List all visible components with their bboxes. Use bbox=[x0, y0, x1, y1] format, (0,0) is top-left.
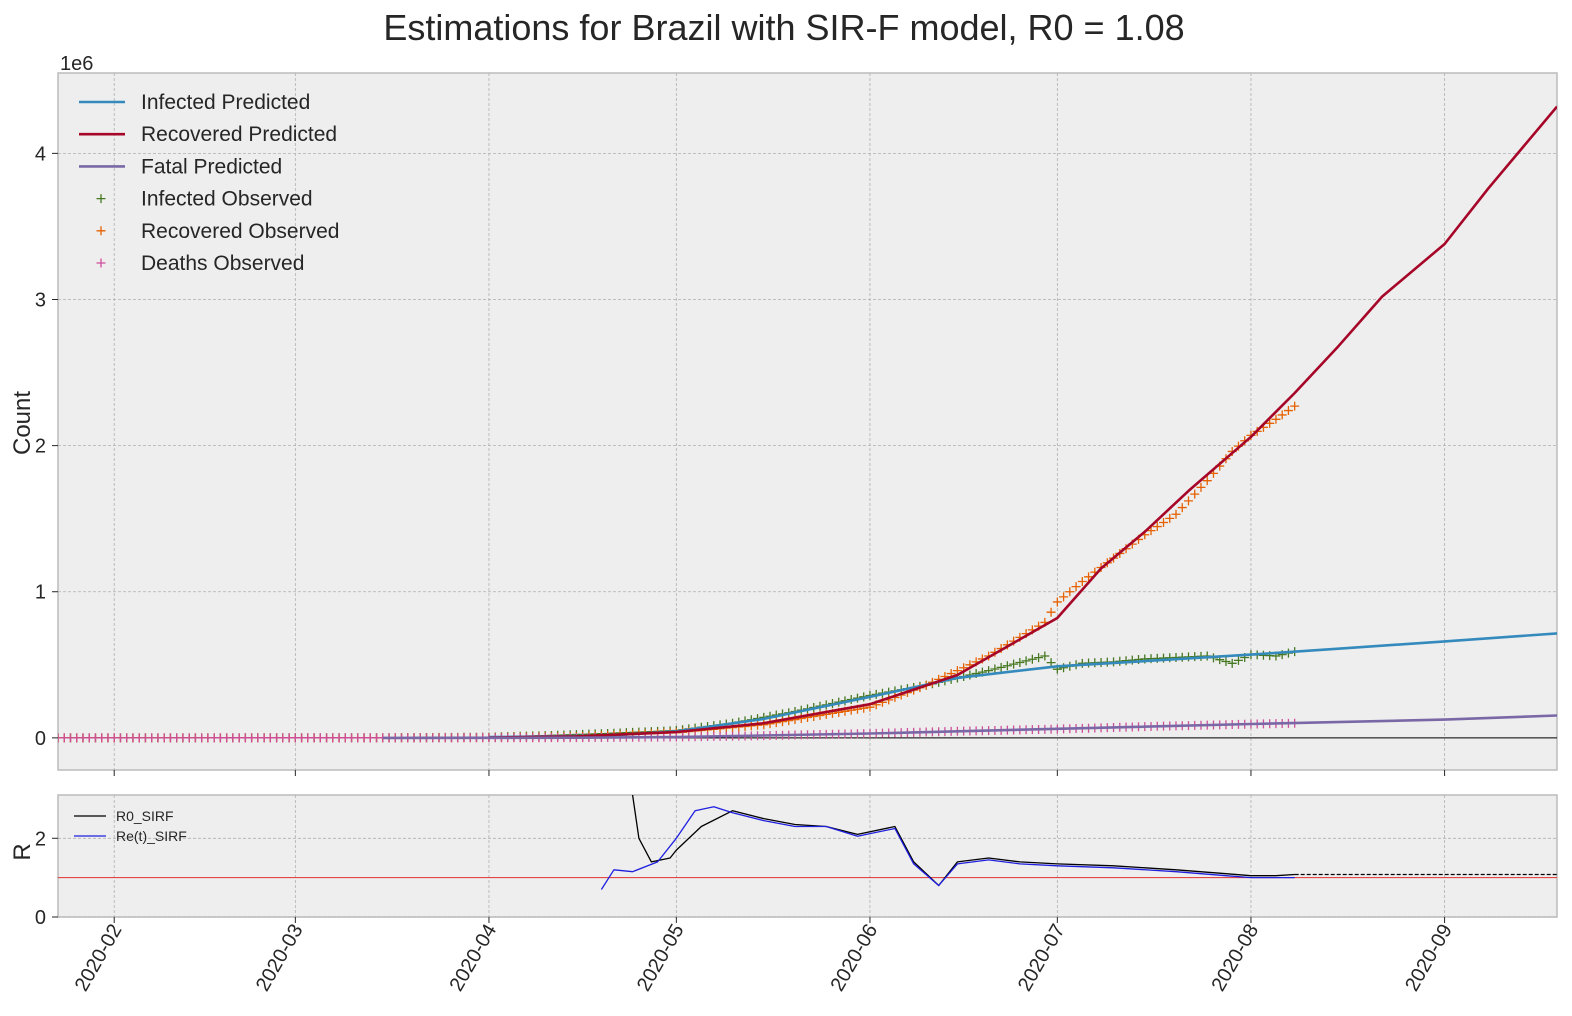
main-y-tick-label: 0 bbox=[35, 728, 46, 750]
r-legend: R0_SIRF Re(t)_SIRF bbox=[74, 808, 187, 844]
x-tick-label: 2020-02 bbox=[71, 921, 127, 996]
legend-label-recovered-predicted: Recovered Predicted bbox=[141, 123, 337, 146]
point-recovered-observed bbox=[1196, 482, 1206, 492]
main-series-group bbox=[58, 105, 1557, 743]
main-legend: Infected Predicted Recovered Predicted Fat… bbox=[79, 91, 339, 275]
legend-swatch-deaths-observed bbox=[96, 258, 106, 268]
x-tick-label: 2020-05 bbox=[633, 921, 689, 996]
point-infected-observed bbox=[1233, 655, 1243, 665]
point-infected-observed bbox=[990, 664, 1000, 674]
point-infected-observed bbox=[996, 662, 1006, 672]
point-infected-observed bbox=[1034, 653, 1044, 663]
y-offset-label: 1e6 bbox=[60, 53, 93, 75]
main-y-ticks: 0 1 2 3 4 bbox=[35, 143, 58, 750]
x-tick-label: 2020-03 bbox=[252, 921, 308, 996]
point-infected-observed bbox=[1021, 656, 1031, 666]
r-y-axis-label: R bbox=[9, 843, 36, 860]
point-recovered-observed bbox=[1084, 572, 1094, 582]
point-recovered-observed bbox=[1046, 607, 1056, 617]
series-re-t-sirf bbox=[600, 806, 1295, 890]
main-series bbox=[58, 105, 1557, 743]
legend-swatch-recovered-observed bbox=[96, 226, 106, 236]
point-recovered-observed bbox=[1277, 410, 1287, 420]
point-recovered-observed bbox=[1152, 522, 1162, 532]
x-tick-label: 2020-07 bbox=[1014, 921, 1070, 996]
point-recovered-observed bbox=[1171, 509, 1181, 519]
r-y-tick-label: 0 bbox=[35, 907, 46, 929]
main-y-tick-label: 4 bbox=[35, 143, 46, 165]
point-recovered-observed bbox=[1202, 476, 1212, 486]
point-recovered-observed bbox=[1165, 513, 1175, 523]
legend-swatch-infected-observed bbox=[96, 194, 106, 204]
r-series bbox=[600, 795, 1557, 890]
main-y-axis-label: Count bbox=[9, 391, 36, 455]
point-recovered-observed bbox=[1077, 577, 1087, 587]
legend-label-recovered-observed: Recovered Observed bbox=[141, 220, 339, 243]
x-tick-label: 2020-09 bbox=[1401, 921, 1457, 996]
point-recovered-observed bbox=[1271, 414, 1281, 424]
point-recovered-observed bbox=[1071, 582, 1081, 592]
point-recovered-observed bbox=[1065, 587, 1075, 597]
point-recovered-observed bbox=[1177, 503, 1187, 513]
point-infected-observed bbox=[1040, 651, 1050, 661]
point-recovered-observed bbox=[1290, 401, 1300, 411]
r-plot-area bbox=[57, 794, 1558, 918]
point-recovered-observed bbox=[1159, 517, 1169, 527]
r-y-ticks: 02 bbox=[35, 828, 58, 929]
main-y-tick-label: 1 bbox=[35, 582, 46, 604]
point-recovered-observed bbox=[1184, 496, 1193, 506]
point-recovered-observed bbox=[1052, 597, 1062, 607]
legend-label-infected-predicted: Infected Predicted bbox=[141, 91, 310, 114]
x-tick-label: 2020-08 bbox=[1208, 921, 1264, 996]
point-infected-observed bbox=[1227, 658, 1237, 668]
series-r0-sirf bbox=[631, 795, 1295, 887]
series-fatal-predicted bbox=[382, 714, 1557, 740]
point-infected-observed bbox=[1046, 658, 1056, 668]
legend-label-infected-observed: Infected Observed bbox=[141, 188, 313, 211]
legend-label-fatal-predicted: Fatal Predicted bbox=[141, 155, 282, 178]
legend-label-deaths-observed: Deaths Observed bbox=[141, 252, 304, 275]
point-infected-observed bbox=[1221, 657, 1231, 667]
point-recovered-observed bbox=[1190, 489, 1200, 499]
point-infected-observed bbox=[1009, 659, 1019, 669]
main-plot-area bbox=[57, 72, 1558, 771]
point-recovered-observed bbox=[1059, 592, 1069, 602]
point-infected-observed bbox=[1027, 654, 1037, 664]
point-infected-observed bbox=[1015, 658, 1025, 668]
legend-label-r0-sirf: R0_SIRF bbox=[116, 808, 174, 824]
series-recovered-predicted bbox=[488, 105, 1557, 739]
legend-label-re-t-sirf: Re(t)_SIRF bbox=[116, 828, 187, 844]
x-tick-label: 2020-06 bbox=[827, 921, 883, 996]
chart-title: Estimations for Brazil with SIR-F model,… bbox=[383, 7, 1184, 48]
main-y-tick-label: 3 bbox=[35, 289, 46, 311]
x-tick-label: 2020-04 bbox=[446, 921, 502, 996]
point-infected-observed bbox=[1002, 661, 1012, 671]
r-series-group bbox=[600, 795, 1557, 890]
main-y-tick-label: 2 bbox=[35, 436, 46, 458]
point-recovered-observed bbox=[1283, 406, 1293, 416]
r-grid bbox=[58, 795, 1557, 918]
r-y-tick-label: 2 bbox=[35, 828, 46, 850]
point-recovered-observed bbox=[1265, 418, 1275, 428]
